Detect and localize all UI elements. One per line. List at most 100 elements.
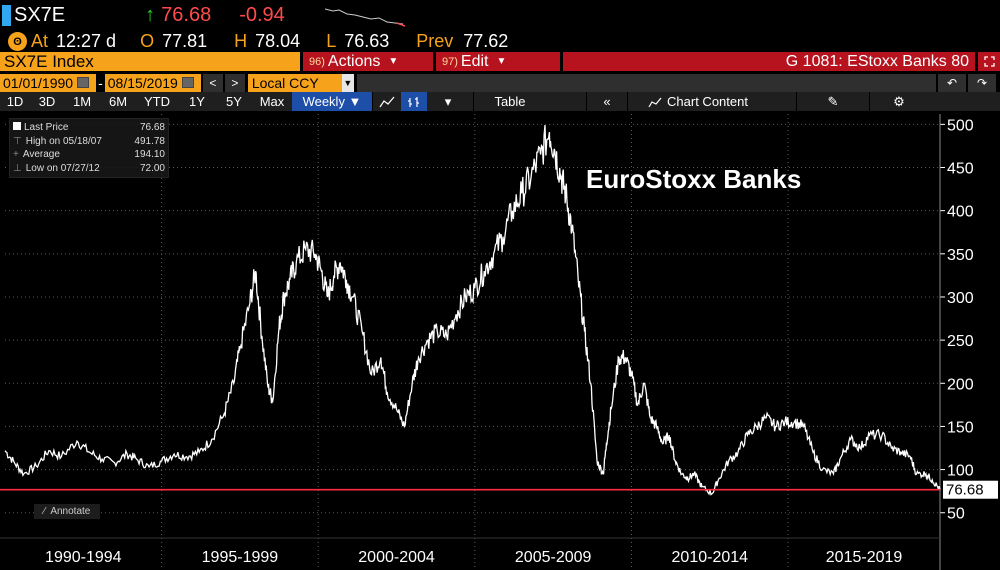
last-price-tag-text: 76.68 — [946, 482, 984, 499]
table-button[interactable]: Table — [494, 94, 526, 109]
caret-down-icon: ▼ — [341, 73, 354, 92]
frequency-select[interactable]: Weekly ▼ — [292, 92, 372, 111]
undo-icon[interactable]: ↶ — [938, 73, 966, 92]
redo-icon[interactable]: ↷ — [968, 73, 996, 92]
low-label: L — [326, 31, 337, 51]
collapse-icon[interactable]: « — [603, 94, 611, 109]
divider — [796, 92, 797, 111]
line-chart-icon[interactable] — [373, 92, 401, 111]
legend-value: 194.10 — [134, 149, 165, 160]
annotate-button[interactable]: ⁄ Annotate — [34, 504, 100, 519]
open-label: O — [140, 31, 155, 51]
high-marker-icon: ⊤ — [13, 135, 22, 147]
y-tick-label: 100 — [947, 463, 974, 480]
legend-label: Last Price — [24, 122, 69, 133]
start-date: 01/01/1990 — [3, 74, 74, 91]
legend-value: 72.00 — [139, 162, 165, 174]
bar-chart-icon[interactable] — [401, 92, 427, 111]
quote-header: SX7E ↑ 76.68 -0.94 — [0, 0, 1000, 31]
open-value: 77.81 — [162, 31, 208, 51]
at-label: At — [31, 31, 49, 51]
period-1d[interactable]: 1D — [6, 94, 24, 109]
period-1m[interactable]: 1M — [72, 94, 92, 109]
legend-value: 76.68 — [139, 122, 165, 133]
price-chart[interactable]: 1990-1994 1995-1999 2000-2004 2005-2009 2010… — [0, 111, 1000, 570]
x-category-label: 2005-2009 — [515, 549, 592, 566]
legend-item-low: ⊥ Low on 07/27/12 72.00 — [13, 162, 165, 176]
low-value: 76.63 — [344, 31, 390, 51]
divider — [627, 92, 628, 111]
legend-label: Low on 07/27/12 — [25, 162, 100, 174]
currency-value: Local CCY — [251, 74, 319, 91]
period-toolbar: 1D 3D 1M 6M YTD 1Y 5Y Max Weekly ▼ ▾ Tab… — [0, 92, 1000, 111]
settings-gear-icon[interactable]: ⚙ — [893, 93, 905, 109]
last-price-tag: 76.68 — [943, 480, 998, 499]
period-max[interactable]: Max — [259, 94, 285, 109]
legend-item-average: + Average 194.10 — [13, 148, 165, 162]
caret-down-icon: ▼ — [496, 56, 507, 67]
command-bar: SX7E Index 96) Actions ▼ 97) Edit ▼ G 10… — [0, 52, 1000, 71]
y-tick-label: 200 — [947, 376, 974, 393]
annotate-icon: ⁄ — [43, 506, 46, 517]
low-marker-icon: ⊥ — [13, 162, 22, 174]
up-arrow-icon: ↑ — [145, 4, 156, 26]
y-axis-labels: 50 100 150 200 250 300 350 400 450 500 — [947, 117, 974, 522]
edit-number: 97) — [442, 55, 458, 68]
net-change: -0.94 — [239, 4, 285, 26]
x-category-label: 2000-2004 — [358, 549, 435, 566]
date-range-bar: 01/01/1990 - 08/15/2019 < > Local CCY ▼ … — [0, 73, 1000, 92]
expand-icon[interactable] — [978, 52, 1000, 71]
series-line — [4, 125, 941, 496]
y-tick-label: 400 — [947, 204, 974, 221]
last-price: 76.68 — [161, 4, 212, 26]
currency-select[interactable]: Local CCY ▼ — [247, 73, 354, 92]
period-1y[interactable]: 1Y — [189, 94, 205, 109]
alert-bell-icon[interactable]: ʘ — [8, 32, 27, 51]
calendar-icon[interactable] — [77, 77, 90, 88]
period-5y[interactable]: 5Y — [226, 94, 242, 109]
chart-type-dropdown-icon[interactable]: ▾ — [444, 93, 452, 109]
y-tick-label: 250 — [947, 333, 974, 350]
sparkline-icon — [324, 8, 405, 27]
edit-menu-button[interactable]: 97) Edit ▼ — [436, 52, 560, 71]
prev-label: Prev — [416, 31, 454, 51]
caret-down-icon: ▼ — [388, 56, 399, 67]
actions-number: 96) — [309, 55, 325, 68]
chart-content-label: Chart Content — [667, 94, 748, 109]
x-axis-labels: 1990-1994 1995-1999 2000-2004 2005-2009 2010… — [45, 549, 902, 566]
start-date-field[interactable]: 01/01/1990 — [0, 73, 97, 92]
function-title: G 1081: EStoxx Banks 80 — [785, 52, 969, 70]
period-3d[interactable]: 3D — [38, 94, 56, 109]
edit-label: Edit — [460, 52, 489, 70]
previous-period-button[interactable]: < — [202, 73, 223, 92]
legend-value: 491.78 — [134, 135, 165, 147]
divider — [473, 92, 474, 111]
y-tick-label: 50 — [947, 506, 965, 523]
legend-panel: Last Price 76.68 ⊤ High on 05/18/07 491.7… — [9, 118, 169, 178]
high-label: H — [234, 31, 248, 51]
chart-content-button[interactable]: Chart Content — [628, 92, 768, 111]
divider — [869, 92, 870, 111]
x-category-label: 2015-2019 — [826, 549, 903, 566]
next-period-button[interactable]: > — [224, 73, 245, 92]
x-category-label: 1995-1999 — [202, 549, 279, 566]
security-marker-icon — [2, 5, 11, 26]
legend-label: High on 05/18/07 — [25, 135, 102, 147]
y-tick-label: 300 — [947, 290, 974, 307]
y-tick-label: 350 — [947, 247, 974, 264]
security-input[interactable]: SX7E Index — [0, 52, 300, 71]
y-tick-label: 500 — [947, 117, 974, 134]
edit-pencil-icon[interactable]: ✎ — [827, 93, 839, 109]
period-6m[interactable]: 6M — [108, 94, 128, 109]
calendar-icon[interactable] — [181, 77, 194, 88]
divider — [586, 92, 587, 111]
end-date-field[interactable]: 08/15/2019 — [104, 73, 201, 92]
grid-lines — [0, 114, 945, 570]
period-ytd[interactable]: YTD — [144, 94, 170, 109]
function-title-bar: G 1081: EStoxx Banks 80 — [563, 52, 975, 71]
actions-menu-button[interactable]: 96) Actions ▼ — [303, 52, 433, 71]
average-marker-icon: + — [13, 149, 19, 160]
end-date: 08/15/2019 — [107, 74, 178, 91]
ticker-symbol[interactable]: SX7E — [14, 4, 66, 26]
high-value: 78.04 — [255, 31, 301, 51]
